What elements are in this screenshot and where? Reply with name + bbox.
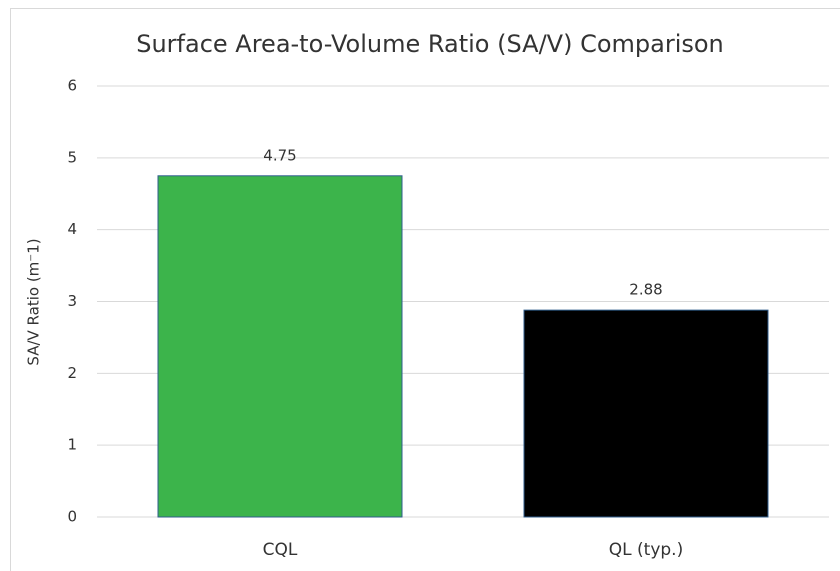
y-tick-label: 0: [67, 508, 77, 526]
y-tick-label: 1: [67, 436, 77, 454]
y-tick-label: 5: [67, 148, 77, 166]
bar: [157, 175, 403, 518]
y-tick-label: 4: [67, 220, 77, 238]
value-label: 2.88: [629, 281, 662, 299]
y-tick-label: 2: [67, 364, 77, 382]
bar: [523, 309, 769, 518]
y-axis-label: SA/V Ratio (m⁻1): [25, 238, 43, 365]
y-tick-label: 3: [67, 292, 77, 310]
x-tick-label: CQL: [263, 540, 298, 560]
y-tick-label: 6: [67, 77, 77, 95]
value-label: 4.75: [263, 146, 296, 164]
x-tick-label: QL (typ.): [609, 540, 683, 560]
chart-border: [10, 8, 840, 571]
chart-title: Surface Area-to-Volume Ratio (SA/V) Comp…: [136, 30, 724, 58]
